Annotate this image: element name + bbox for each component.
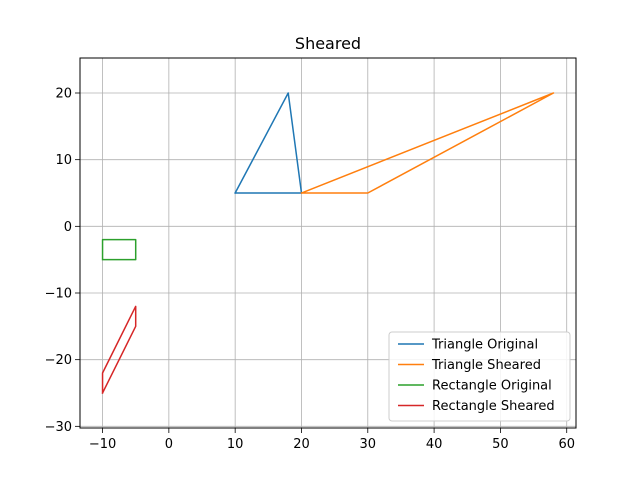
legend-label: Rectangle Original [432, 379, 552, 394]
legend-box [388, 331, 571, 422]
legend-label: Rectangle Sheared [432, 399, 555, 414]
y-tick-label: −20 [45, 353, 72, 368]
x-tick-label: 60 [558, 437, 575, 452]
y-tick-label: −10 [45, 287, 72, 302]
axes-frame [79, 57, 577, 429]
legend-label: Triangle Original [431, 338, 538, 353]
x-tick-label: −10 [89, 437, 116, 452]
x-tick-label: 20 [293, 437, 310, 452]
x-tick-label: 0 [165, 437, 173, 452]
legend: Triangle Original Triangle Sheared Rectang… [388, 331, 571, 422]
grid-layer [80, 58, 576, 428]
legend-label: Triangle Sheared [431, 358, 541, 373]
series-line-triangle-sheared [300, 92, 555, 194]
x-tick-label: 50 [492, 437, 509, 452]
series-line-triangle-original [234, 92, 303, 195]
y-tick-label: 10 [55, 153, 72, 168]
x-tick-label: 40 [426, 437, 443, 452]
x-tick-label: 10 [227, 437, 244, 452]
x-tick-label: 30 [360, 437, 377, 452]
chart-title: Sheared [295, 34, 361, 53]
series-layer [101, 92, 555, 395]
y-tick-label: 0 [64, 220, 72, 235]
ticks-layer: −10 0 10 20 30 40 50 60 −30 −20 −10 0 10 20 [45, 87, 575, 453]
y-tick-label: −30 [45, 420, 72, 435]
series-line-rectangle-sheared [101, 305, 137, 395]
y-tick-label: 20 [55, 87, 72, 102]
series-line-rectangle-original [101, 238, 137, 261]
